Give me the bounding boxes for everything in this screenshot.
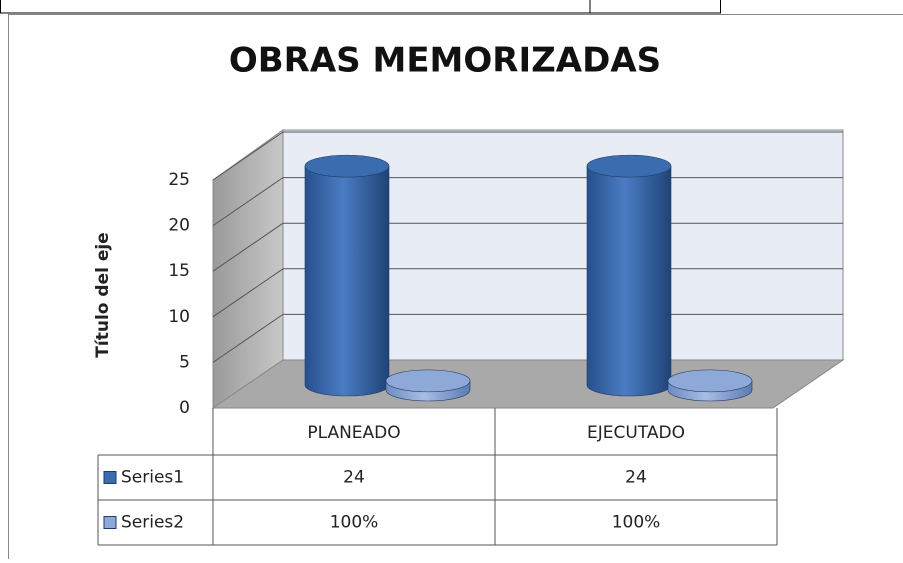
bar bbox=[305, 166, 389, 396]
legend-swatch bbox=[104, 472, 116, 484]
y-tick-label: 25 bbox=[168, 170, 190, 190]
legend-label: Series2 bbox=[121, 513, 184, 533]
legend-label: Series1 bbox=[121, 468, 184, 488]
x-tick-label: EJECUTADO bbox=[587, 423, 685, 443]
bar bbox=[587, 166, 671, 396]
y-tick-label: 0 bbox=[179, 398, 190, 418]
top-box bbox=[1, 0, 721, 13]
y-tick-label: 20 bbox=[168, 216, 190, 236]
data-label: 24 bbox=[343, 468, 365, 488]
chart-title: OBRAS MEMORIZADAS bbox=[229, 41, 661, 81]
y-tick-label: 5 bbox=[179, 352, 190, 372]
bar-top bbox=[305, 155, 389, 177]
data-label: 100% bbox=[612, 513, 661, 533]
cylinder bbox=[386, 370, 470, 401]
y-axis-title: Título del eje bbox=[93, 232, 113, 357]
cylinder bbox=[305, 155, 389, 396]
legend-swatch bbox=[104, 517, 116, 529]
bar-top bbox=[668, 370, 752, 392]
y-tick-label: 10 bbox=[168, 307, 190, 327]
data-label: 100% bbox=[330, 513, 379, 533]
cylinder bbox=[668, 370, 752, 401]
data-label: 24 bbox=[625, 468, 647, 488]
y-tick-label: 15 bbox=[168, 261, 190, 281]
bar-top bbox=[386, 370, 470, 392]
bar-top bbox=[587, 155, 671, 177]
cylinder bbox=[587, 155, 671, 396]
x-tick-label: PLANEADO bbox=[307, 423, 400, 443]
